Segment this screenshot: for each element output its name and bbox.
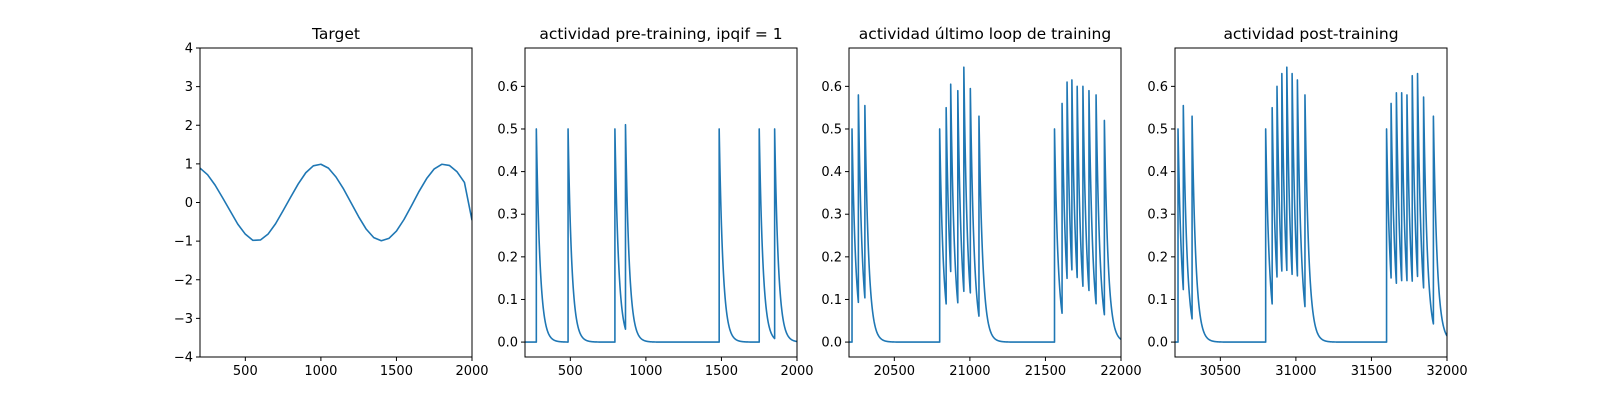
y-tick-label: 0.4 xyxy=(821,165,842,180)
series-line xyxy=(525,123,797,343)
x-tick-label: 30500 xyxy=(1200,364,1241,379)
y-tick-label: 0.0 xyxy=(497,336,518,351)
plot-area xyxy=(200,163,472,242)
x-tick-label: 21000 xyxy=(949,364,990,379)
plot-area xyxy=(1175,66,1447,343)
axes-frame xyxy=(524,47,798,358)
y-tick-label: 0.5 xyxy=(1147,122,1168,137)
y-tick-label: −1 xyxy=(174,235,193,250)
y-tick-label: −2 xyxy=(174,273,193,288)
x-tick-label: 22000 xyxy=(1100,364,1141,379)
y-tick-label: 0.3 xyxy=(497,208,518,223)
plot-area xyxy=(525,123,797,343)
panel-title: actividad pre-training, ipqif = 1 xyxy=(539,25,782,43)
y-tick-label: 1 xyxy=(185,157,193,172)
x-tick-label: 500 xyxy=(558,364,583,379)
y-tick-label: 0.2 xyxy=(1147,250,1168,265)
axes-frame xyxy=(1174,47,1448,358)
x-tick-label: 2000 xyxy=(455,364,488,379)
x-tick-label: 32000 xyxy=(1426,364,1467,379)
panel-title: actividad post-training xyxy=(1223,25,1398,43)
y-tick-label: 2 xyxy=(185,119,193,134)
y-tick-label: 0.0 xyxy=(1147,336,1168,351)
y-tick-label: −3 xyxy=(174,312,193,327)
x-tick-label: 21500 xyxy=(1025,364,1066,379)
panel-title: Target xyxy=(311,25,360,43)
y-tick-label: 0.5 xyxy=(497,122,518,137)
y-tick-label: 0.2 xyxy=(821,250,842,265)
x-tick-label: 20500 xyxy=(874,364,915,379)
panel-post-training: actividad post-training 30500 31000 31500 3… xyxy=(1147,25,1467,379)
series-line xyxy=(200,163,472,242)
y-tick-label: 0.6 xyxy=(497,80,518,95)
y-tick-label: 0 xyxy=(185,196,193,211)
y-tick-label: 4 xyxy=(185,42,193,57)
x-tick-label: 500 xyxy=(233,364,258,379)
y-tick-label: 0.4 xyxy=(1147,165,1168,180)
y-tick-label: 0.4 xyxy=(497,165,518,180)
y-tick-label: 0.2 xyxy=(497,250,518,265)
y-tick-label: 0.1 xyxy=(821,293,842,308)
x-tick-label: 31000 xyxy=(1275,364,1316,379)
y-tick-label: 0.6 xyxy=(1147,80,1168,95)
series-line xyxy=(849,66,1121,343)
x-tick-label: 1500 xyxy=(705,364,738,379)
x-tick-label: 1000 xyxy=(304,364,337,379)
x-tick-label: 31500 xyxy=(1351,364,1392,379)
panel-last-training-loop: actividad último loop de training 20500 2… xyxy=(821,25,1141,379)
series-line xyxy=(1175,66,1447,343)
y-tick-label: −4 xyxy=(174,351,193,366)
x-tick-label: 2000 xyxy=(780,364,813,379)
y-tick-label: 0.1 xyxy=(497,293,518,308)
y-tick-label: 0.1 xyxy=(1147,293,1168,308)
axes-frame xyxy=(848,47,1122,358)
panel-target: Target 500 1000 1500 2000 −4 −3 −2 −1 0 1 2 3 4 xyxy=(174,25,489,379)
y-tick-label: 0.3 xyxy=(1147,208,1168,223)
x-tick-label: 1000 xyxy=(629,364,662,379)
x-tick-label: 1500 xyxy=(380,364,413,379)
y-tick-label: 0.3 xyxy=(821,208,842,223)
panel-pre-training: actividad pre-training, ipqif = 1 500 100… xyxy=(497,25,813,379)
y-tick-label: 0.0 xyxy=(821,336,842,351)
plot-area xyxy=(849,66,1121,343)
y-tick-label: 3 xyxy=(185,80,193,95)
y-tick-label: 0.6 xyxy=(821,80,842,95)
panel-title: actividad último loop de training xyxy=(859,25,1111,43)
y-tick-label: 0.5 xyxy=(821,122,842,137)
